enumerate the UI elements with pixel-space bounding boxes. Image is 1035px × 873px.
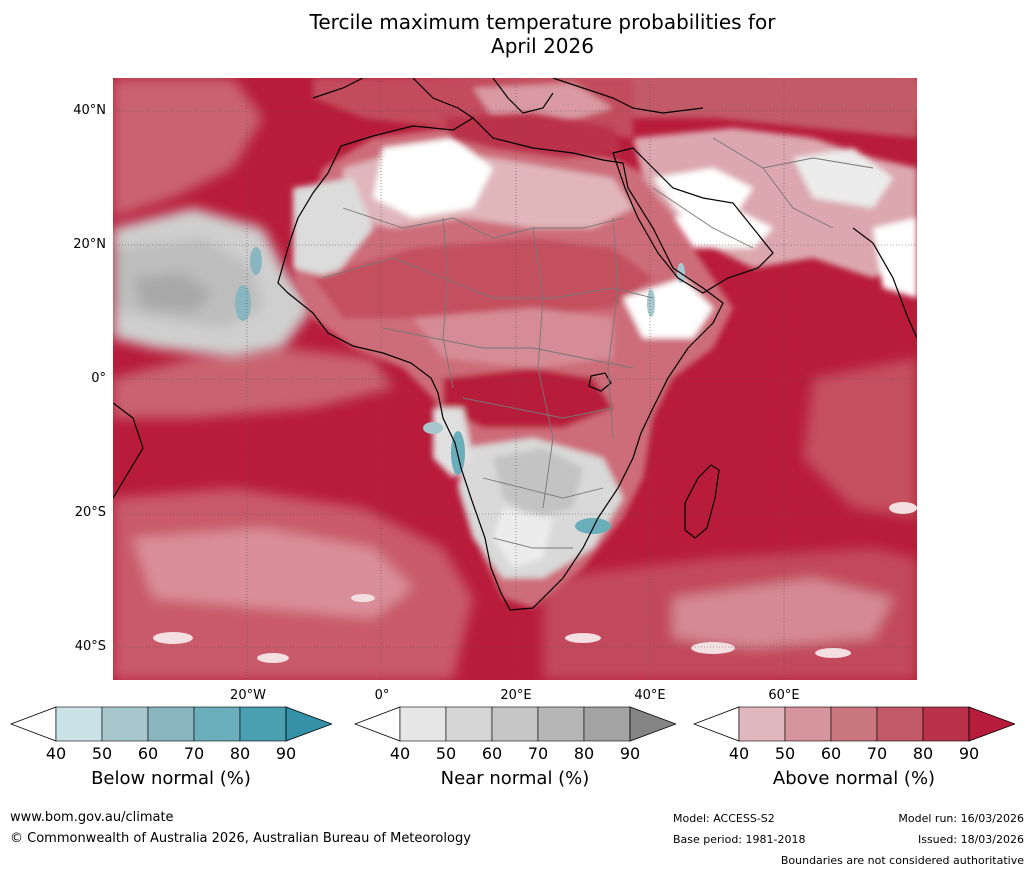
colorbar-segment: [491, 706, 539, 742]
colorbar-tick: 40: [728, 744, 750, 763]
colorbar-tick: 50: [774, 744, 796, 763]
map-title: Tercile maximum temperature probabilitie…: [0, 10, 1035, 58]
colorbar-segment: [445, 706, 493, 742]
southern-ocean-light-blobs: [153, 502, 917, 663]
colorbar-tick: 80: [229, 744, 251, 763]
footer-model-run: Model run: 16/03/2026: [898, 812, 1024, 825]
colorbar-tick: 90: [275, 744, 297, 763]
lat-label-20n: 20°N: [73, 237, 106, 252]
country-borders: [322, 137, 874, 549]
footer-copyright: © Commonwealth of Australia 2026, Austra…: [10, 831, 471, 846]
lat-label-40n: 40°N: [73, 103, 106, 118]
colorbar-segment: [738, 706, 786, 742]
colorbar-segment: [101, 706, 149, 742]
colorbar-tick: 50: [91, 744, 113, 763]
coastlines: [113, 78, 917, 611]
colorbar-below-title: Below normal (%): [91, 768, 251, 789]
colorbar-segment: [583, 706, 631, 742]
middle-east-region: [633, 128, 917, 298]
colorbar-tick: 60: [137, 744, 159, 763]
colorbar-tick: 60: [481, 744, 503, 763]
probability-map: [113, 78, 917, 680]
colorbar-segment: [55, 706, 103, 742]
footer-model: Model: ACCESS-S2: [673, 812, 775, 825]
colorbar-segment: [784, 706, 832, 742]
colorbar-segment: [876, 706, 924, 742]
colorbar-segment: [193, 706, 241, 742]
colorbar-tick: 90: [958, 744, 980, 763]
colorbar-tick: 50: [435, 744, 457, 763]
colorbar-above: [693, 706, 1015, 742]
graticule: [113, 78, 917, 680]
colorbar-below: [10, 706, 332, 742]
colorbar-extend-low: [693, 706, 740, 742]
map-title-line1: Tercile maximum temperature probabilitie…: [309, 10, 776, 34]
atlantic-near-normal-region: [113, 208, 313, 358]
colorbar-segment: [399, 706, 447, 742]
colorbar-tick: 40: [45, 744, 67, 763]
map-title-line2: April 2026: [491, 34, 594, 58]
colorbar-tick: 80: [573, 744, 595, 763]
colorbar-extend-high: [968, 706, 1015, 742]
lon-label-60e: 60°E: [768, 688, 800, 703]
footer-base-period: Base period: 1981-2018: [673, 833, 806, 846]
lon-label-20w: 20°W: [230, 688, 266, 703]
colorbar-segment: [147, 706, 195, 742]
colorbar-tick: 90: [619, 744, 641, 763]
colorbar-tick: 70: [183, 744, 205, 763]
lat-label-20s: 20°S: [74, 505, 106, 520]
above-normal-light-areas: [113, 78, 917, 680]
footer-issued: Issued: 18/03/2026: [917, 833, 1024, 846]
colorbar-extend-high: [285, 706, 332, 742]
lat-label-0: 0°: [91, 371, 106, 386]
colorbar-tick: 80: [912, 744, 934, 763]
colorbar-near-title: Near normal (%): [440, 768, 590, 789]
lon-label-0: 0°: [374, 688, 390, 703]
colorbar-segment: [239, 706, 287, 742]
lon-label-20e: 20°E: [500, 688, 532, 703]
footer-disclaimer: Boundaries are not considered authoritat…: [780, 854, 1024, 867]
footer-website: www.bom.gov.au/climate: [10, 810, 174, 825]
lat-label-40s: 40°S: [74, 639, 106, 654]
colorbar-tick: 70: [866, 744, 888, 763]
colorbar-extend-low: [354, 706, 401, 742]
lon-label-40e: 40°E: [634, 688, 666, 703]
colorbar-segment: [830, 706, 878, 742]
colorbar-above-title: Above normal (%): [772, 768, 936, 789]
colorbar-tick: 70: [527, 744, 549, 763]
colorbar-tick: 40: [389, 744, 411, 763]
colorbar-extend-high: [629, 706, 676, 742]
colorbar-near: [354, 706, 676, 742]
colorbar-segment: [537, 706, 585, 742]
colorbar-tick: 60: [820, 744, 842, 763]
colorbar-segment: [922, 706, 970, 742]
colorbar-extend-low: [10, 706, 57, 742]
mediterranean-region: [443, 113, 623, 158]
map-svg: [113, 78, 917, 680]
